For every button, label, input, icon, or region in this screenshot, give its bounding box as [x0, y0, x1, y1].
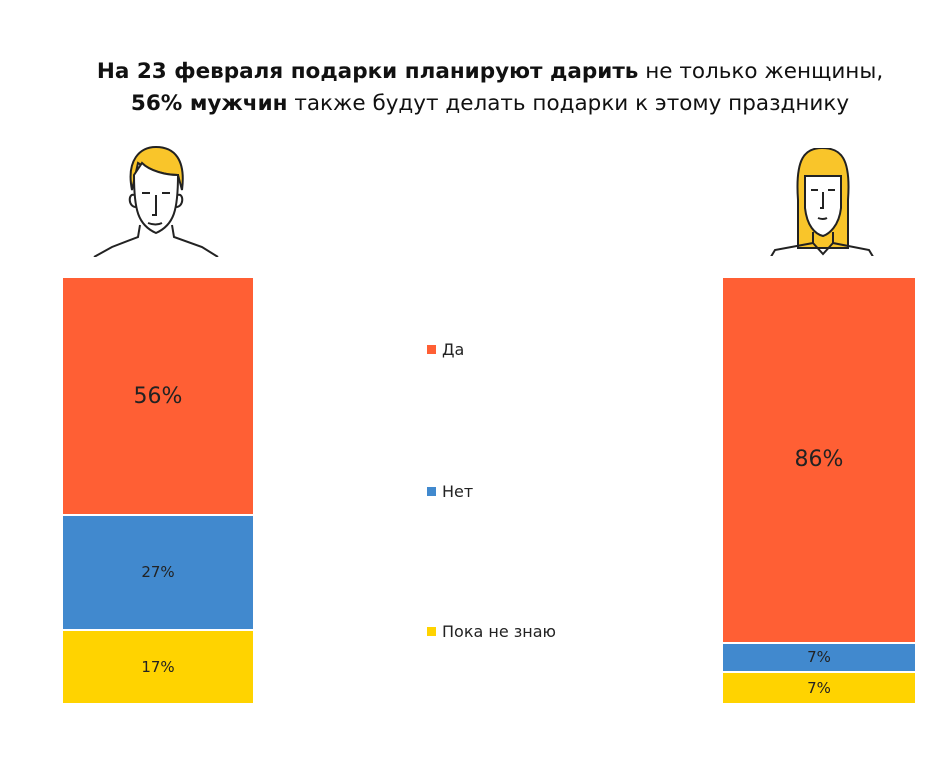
legend-swatch-unknown — [427, 627, 436, 636]
chart-title: На 23 февраля подарки планируют дарить н… — [0, 56, 951, 120]
bar-women: 86% 7% 7% — [723, 278, 915, 703]
legend-item-net: Нет — [427, 482, 473, 501]
bar-segment-women-0: 86% — [723, 278, 915, 642]
data-label: 56% — [133, 383, 183, 409]
legend-label-unknown: Пока не знаю — [442, 622, 557, 641]
title-line1-bold: На 23 февраля подарки планируют дарить — [96, 59, 639, 84]
legend-swatch-net — [427, 487, 436, 496]
bar-men: 56% 27% 17% — [63, 278, 253, 703]
data-label: 17% — [141, 657, 175, 676]
legend-swatch-da — [427, 345, 436, 354]
data-label: 7% — [807, 648, 831, 667]
title-line2-bold: 56% мужчин — [130, 91, 288, 116]
legend-label-da: Да — [442, 340, 465, 359]
data-label: 7% — [807, 679, 831, 698]
title-line2-normal: также будут делать подарки к этому празд… — [287, 91, 850, 116]
data-label: 27% — [141, 563, 175, 582]
legend-item-da: Да — [427, 340, 464, 359]
bar-segment-men-2: 17% — [63, 630, 253, 703]
data-label: 86% — [794, 447, 844, 473]
legend-item-unknown: Пока не знаю — [427, 622, 556, 641]
bar-segment-men-1: 27% — [63, 516, 253, 629]
bar-segment-men-0: 56% — [63, 278, 253, 514]
legend-label-net: Нет — [442, 482, 474, 501]
man-icon — [93, 145, 219, 257]
bar-segment-women-2: 7% — [723, 673, 915, 703]
bar-segment-women-1: 7% — [723, 643, 915, 672]
woman-icon — [770, 148, 874, 256]
title-line1-normal: не только женщины, — [638, 59, 884, 84]
